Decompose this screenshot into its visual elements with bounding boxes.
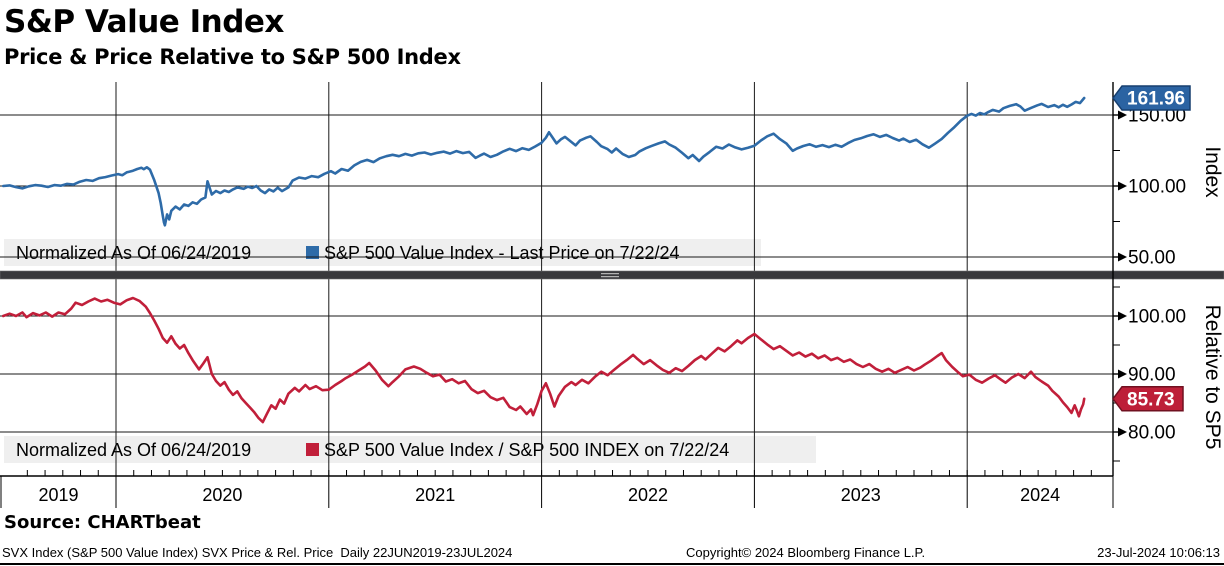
- y-axis-title-top: Index: [1201, 146, 1224, 198]
- relative-badge-value: 85.73: [1127, 389, 1175, 410]
- axes: 2019 2020 2021 2022 2023 2024150.00100.0050.0…: [0, 82, 1186, 508]
- panel-divider-bar[interactable]: [0, 270, 1224, 280]
- legend-bottom-normalized-label: Normalized As Of 06/24/2019: [16, 440, 251, 460]
- y-axis-tick-label: 100.00: [1128, 177, 1186, 198]
- y-axis-tick-label: 50.00: [1128, 248, 1176, 269]
- legend-top: Normalized As Of 06/24/2019 S&P 500 Valu…: [4, 239, 761, 266]
- y-tick-arrow-icon: [1118, 427, 1127, 437]
- price-series-swatch: [306, 246, 319, 259]
- x-axis-year-label: 2022: [628, 485, 668, 505]
- legend-top-series-label: S&P 500 Value Index - Last Price on 7/22…: [324, 243, 680, 263]
- x-axis-year-label: 2021: [415, 485, 455, 505]
- legend-top-normalized-label: Normalized As Of 06/24/2019: [16, 243, 251, 263]
- panel-divider[interactable]: [0, 270, 1224, 280]
- page-title: S&P Value Index: [4, 4, 284, 40]
- legend-bottom-series-label: S&P 500 Value Index / S&P 500 INDEX on 7…: [324, 440, 729, 460]
- y-axis-tick-label: 100.00: [1128, 307, 1186, 328]
- x-axis-year-label: 2023: [841, 485, 881, 505]
- bottom-border: [0, 563, 1224, 565]
- copyright-label: Copyright© 2024 Bloomberg Finance L.P.: [686, 545, 926, 560]
- x-axis-year-label: 2024: [1020, 485, 1060, 505]
- relative-price-line: [1, 296, 1086, 424]
- y-tick-arrow-icon: [1118, 311, 1127, 321]
- ticker-meta-label: SVX Index (S&P 500 Value Index) SVX Pric…: [2, 545, 513, 560]
- source-label: Source: CHARTbeat: [4, 512, 201, 533]
- y-tick-arrow-icon: [1118, 369, 1127, 379]
- x-axis-year-label: 2019: [38, 485, 78, 505]
- relative-badge-shape: [1112, 386, 1184, 412]
- legend-top-bg: [4, 239, 761, 266]
- price-badge-value: 161.96: [1127, 89, 1185, 110]
- x-axis-year-label: 2020: [202, 485, 242, 505]
- y-axis-tick-label: 90.00: [1128, 365, 1176, 386]
- y-axis-title-bottom: Relative to SP5: [1201, 305, 1224, 450]
- price-line: [1, 96, 1086, 227]
- y-axis-tick-label: 80.00: [1128, 423, 1176, 444]
- timestamp-label: 23-Jul-2024 10:06:13: [1097, 545, 1220, 560]
- legend-bottom: Normalized As Of 06/24/2019 S&P 500 Valu…: [4, 436, 816, 463]
- relative-series-swatch: [306, 443, 319, 456]
- last-price-badge-top: 161.96: [1112, 85, 1191, 111]
- data-series: [1, 96, 1086, 424]
- page-subtitle: Price & Price Relative to S&P 500 Index: [4, 45, 461, 69]
- y-tick-arrow-icon: [1118, 110, 1127, 120]
- last-price-badge-bottom: 85.73: [1112, 386, 1184, 412]
- divider-grip-icon[interactable]: [601, 272, 619, 278]
- y-tick-arrow-icon: [1118, 252, 1127, 262]
- price-badge-shape: [1112, 85, 1191, 111]
- legend-bottom-bg: [4, 436, 816, 463]
- y-tick-arrow-icon: [1118, 181, 1127, 191]
- gridlines: [0, 82, 1113, 476]
